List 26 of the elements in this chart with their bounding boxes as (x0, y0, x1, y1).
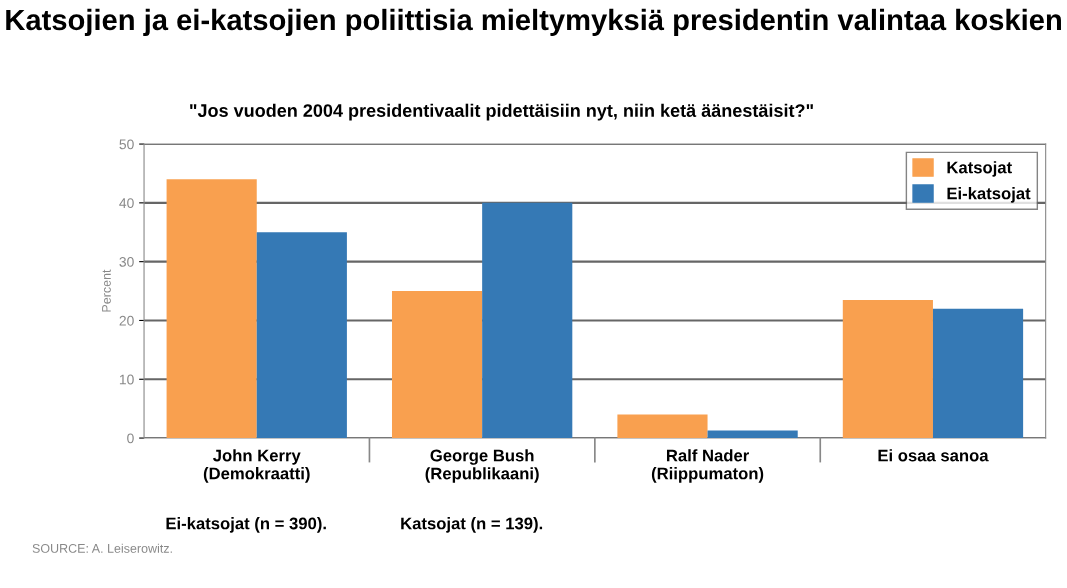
text: Katsojat (n = 139). (401, 517, 543, 533)
y-axis-title: Percent (102, 269, 111, 312)
text: Ei-katsojat (n = 390). (166, 517, 326, 533)
legend-label: Katsojat (947, 161, 1012, 177)
y-tick-label: 40 (119, 198, 134, 209)
chart-subtitle: "Jos vuoden 2004 presidentivaalit pidettäisiin nyt, niin ketä äänestäisit?" (190, 103, 813, 121)
bar (707, 430, 798, 439)
y-tick-label: 0 (127, 433, 134, 444)
source-note: SOURCE: A. Leiserowitz. (32, 543, 172, 553)
y-tick-label: 50 (119, 139, 134, 150)
x-tick-label: John Kerry (Demokraatti) (203, 449, 310, 483)
legend-label: Ei-katsojat (947, 187, 1031, 203)
bar (617, 414, 708, 439)
x-tick-label: Ralf Nader (Riippumaton) (651, 449, 764, 483)
bar (256, 232, 347, 439)
bar (391, 291, 483, 439)
bar (932, 308, 1024, 439)
bar (842, 299, 933, 439)
x-tick-label: George Bush (Republikaani) (425, 449, 539, 483)
bar (482, 202, 573, 439)
y-tick-label: 20 (119, 315, 134, 326)
bar (166, 179, 257, 439)
y-tick-label: 30 (119, 256, 134, 267)
y-tick-label: 10 (119, 374, 134, 385)
chart-title: Katsojien ja ei-katsojien poliittisia mieltymyksiä presidentin valintaa koskien (6, 8, 1061, 37)
x-tick-label: Ei osaa sanoa (878, 449, 989, 462)
